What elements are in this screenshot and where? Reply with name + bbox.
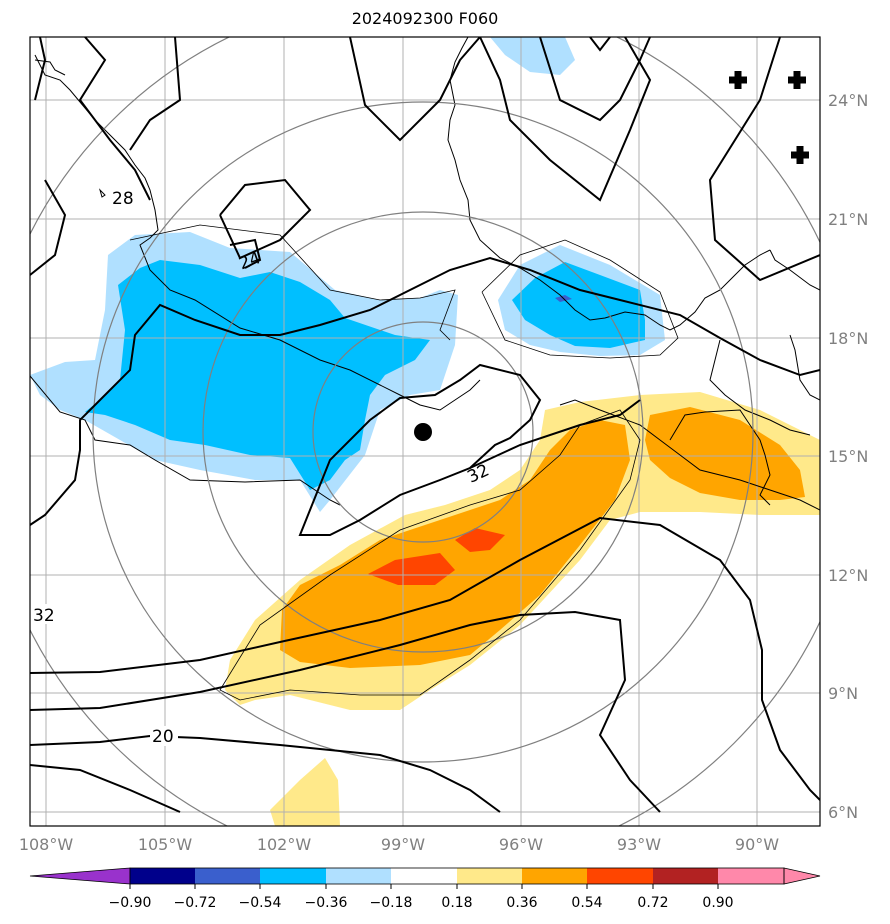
contour-28-a — [30, 179, 67, 276]
contour-label-20: 20 — [152, 727, 174, 747]
lat-label-12n: 12°N — [828, 566, 868, 585]
neg-strong-area-north — [490, 37, 575, 75]
contour-south-1 — [30, 516, 820, 801]
colorbar-extend-high — [783, 867, 821, 885]
contour-28-c — [129, 37, 182, 151]
colorbar-label: −0.90 — [109, 895, 152, 911]
plus-markers — [729, 71, 809, 164]
contour-main-center — [298, 363, 542, 536]
small-island — [98, 188, 106, 198]
lon-label-99w: 99°W — [381, 835, 425, 854]
pos-strong-area-1 — [368, 553, 455, 585]
colorbar-label: −0.18 — [370, 895, 413, 911]
northwest-coast — [34, 59, 66, 76]
contour-28-right — [479, 37, 652, 202]
contour-label-32-center: 32 — [464, 460, 492, 487]
colorbar-segment — [195, 868, 260, 884]
map-area: 28 24 32 32 20 — [30, 37, 820, 826]
colorbar-label: −0.54 — [239, 895, 282, 911]
longitude-labels: 108°W 105°W 102°W 99°W 96°W 93°W 90°W — [19, 835, 779, 854]
colorbar-segment — [457, 868, 522, 884]
colorbar-segment — [391, 868, 457, 884]
colorbar-segment — [130, 868, 195, 884]
contour-lines — [30, 37, 820, 813]
lon-label-102w: 102°W — [257, 835, 312, 854]
lon-label-93w: 93°W — [617, 835, 661, 854]
contour-28-right2 — [539, 37, 651, 122]
contour-28-north — [34, 37, 47, 101]
contour-label-32-west: 32 — [33, 606, 55, 626]
gulf-coast-west — [447, 37, 771, 331]
colorbar-label: −0.72 — [174, 895, 217, 911]
lat-label-6n: 6°N — [828, 803, 858, 822]
positive-anomaly-field — [225, 392, 820, 826]
plus-icon — [729, 71, 747, 89]
contour-label-28: 28 — [112, 189, 134, 209]
mexico-pacific-coast — [30, 375, 341, 506]
lat-label-9n: 9°N — [828, 684, 858, 703]
contour-24-tail — [229, 238, 262, 269]
lat-label-18n: 18°N — [828, 329, 868, 348]
coastlines — [30, 37, 820, 511]
pos-strong-area-2 — [455, 528, 505, 552]
lat-label-21n: 21°N — [828, 210, 868, 229]
guatemala-border — [669, 409, 771, 506]
range-rings — [30, 37, 820, 826]
lon-label-90w: 90°W — [735, 835, 779, 854]
colorbar-segment — [653, 868, 718, 884]
colorbar-extend-low — [29, 867, 131, 885]
shading-outlines — [129, 224, 679, 701]
contour-28-b — [78, 37, 151, 201]
colorbar-label: −0.36 — [305, 895, 348, 911]
contour-south-2 — [30, 610, 661, 813]
pos-mid-area-east — [645, 407, 805, 500]
colorbar: −0.90 −0.72 −0.54 −0.36 −0.18 0.18 0.36 … — [29, 867, 821, 911]
lat-lon-grid — [30, 37, 820, 826]
central-america-pacific — [559, 399, 820, 511]
contour-28-small — [589, 37, 611, 52]
plus-icon — [791, 146, 809, 164]
colorbar-segment — [522, 868, 587, 884]
map-title: 2024092300 F060 — [351, 9, 499, 28]
contour-main-west — [30, 256, 820, 526]
contour-28-top — [349, 37, 481, 142]
plus-icon — [788, 71, 806, 89]
pos-mid-area-main — [280, 420, 630, 668]
colorbar-label: 0.72 — [637, 895, 668, 911]
colorbar-label: 0.18 — [441, 895, 472, 911]
colorbar-label: 0.36 — [506, 895, 537, 911]
belize-coast — [709, 339, 811, 436]
latitude-labels: 24°N 21°N 18°N 15°N 12°N 9°N 6°N — [828, 91, 868, 822]
lon-label-96w: 96°W — [499, 835, 543, 854]
contour-24-loop — [219, 178, 312, 260]
colorbar-segment — [326, 868, 391, 884]
lat-label-15n: 15°N — [828, 447, 868, 466]
map-frame — [29, 36, 821, 827]
storm-center-marker — [414, 423, 432, 441]
yucatan-coast — [769, 249, 820, 291]
lon-label-105w: 105°W — [138, 835, 193, 854]
colorbar-label: 0.54 — [571, 895, 602, 911]
colorbar-segment — [718, 868, 784, 884]
contour-south-3 — [30, 734, 501, 813]
colorbar-segment — [587, 868, 653, 884]
colorbar-label: 0.90 — [702, 895, 733, 911]
contour-28-east — [708, 37, 820, 282]
lat-label-24n: 24°N — [828, 91, 868, 110]
colorbar-segment — [260, 868, 326, 884]
lon-label-108w: 108°W — [19, 835, 74, 854]
pos-weak-area-south — [270, 758, 340, 826]
honduras-coast — [789, 334, 820, 401]
contour-south-4 — [30, 764, 181, 813]
